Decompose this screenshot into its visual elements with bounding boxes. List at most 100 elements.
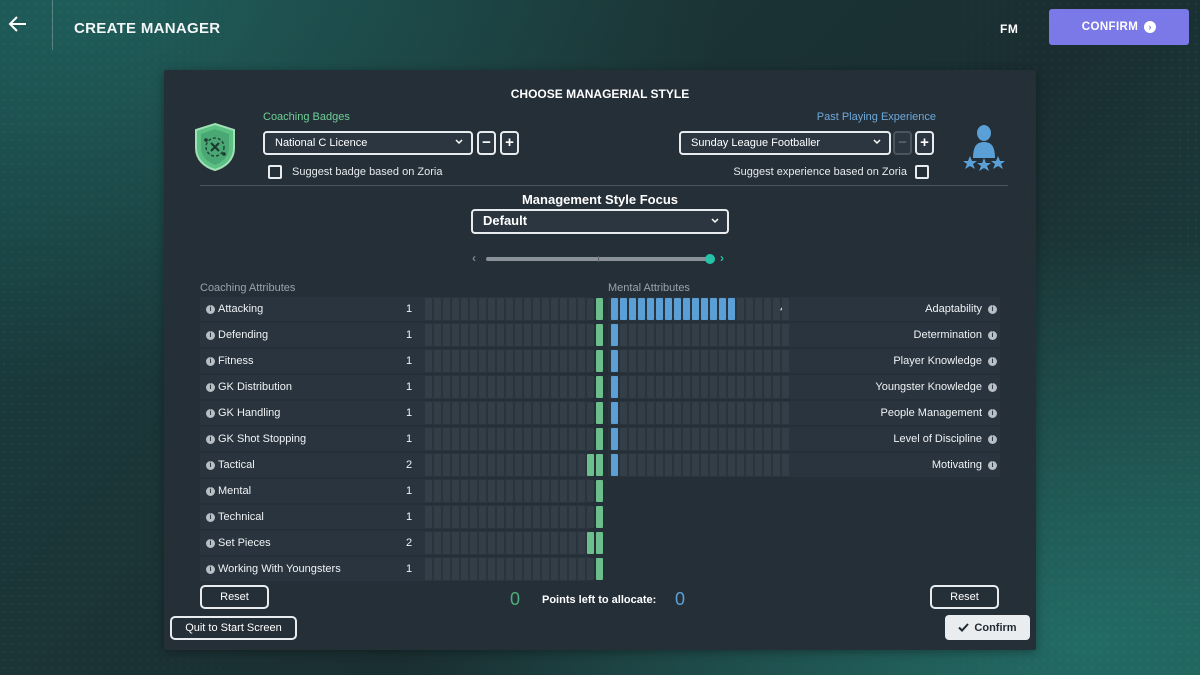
bar-segment [782, 324, 789, 346]
info-icon[interactable]: i [206, 487, 215, 496]
bar-segment [674, 298, 681, 320]
bar-segment [560, 428, 567, 450]
info-icon[interactable]: i [988, 331, 997, 340]
info-icon[interactable]: i [988, 409, 997, 418]
attribute-bar[interactable] [425, 350, 603, 372]
coaching-attribute-row[interactable]: i Attacking 1 [200, 297, 603, 321]
coaching-attribute-row[interactable]: i Fitness 1 [200, 349, 603, 373]
coaching-attribute-row[interactable]: i GK Shot Stopping 1 [200, 427, 603, 451]
past-playing-select[interactable]: Sunday League Footballer [679, 131, 891, 155]
bar-segment [596, 402, 603, 424]
info-icon[interactable]: i [206, 305, 215, 314]
bar-segment [524, 558, 531, 580]
panel-confirm-button[interactable]: Confirm [945, 615, 1030, 640]
badge-decrease-button[interactable]: − [477, 131, 496, 155]
bar-segment [764, 376, 771, 398]
coaching-attribute-row[interactable]: i GK Distribution 1 [200, 375, 603, 399]
attribute-bar[interactable] [425, 298, 603, 320]
attribute-name: Defending [218, 329, 269, 341]
info-icon[interactable]: i [206, 461, 215, 470]
coaching-attribute-row[interactable]: i GK Handling 1 [200, 401, 603, 425]
past-playing-value: Sunday League Footballer [691, 137, 821, 149]
info-icon[interactable]: i [206, 357, 215, 366]
attribute-bar[interactable] [611, 350, 789, 372]
bar-segment [506, 324, 513, 346]
bar-segment [524, 428, 531, 450]
info-icon[interactable]: i [988, 305, 997, 314]
badge-increase-button[interactable]: + [500, 131, 519, 155]
attribute-value: 1 [406, 485, 413, 497]
info-icon[interactable]: i [206, 383, 215, 392]
bar-segment [434, 376, 441, 398]
info-icon[interactable]: i [988, 383, 997, 392]
suggest-experience-checkbox[interactable] [915, 165, 929, 179]
quit-to-start-button[interactable]: Quit to Start Screen [170, 616, 297, 640]
info-icon[interactable]: i [206, 565, 215, 574]
attribute-bar[interactable] [611, 454, 789, 476]
info-icon[interactable]: i [206, 435, 215, 444]
bar-segment [782, 428, 789, 450]
info-icon[interactable]: i [206, 539, 215, 548]
focus-select[interactable]: Default [471, 209, 729, 234]
attribute-bar[interactable] [611, 402, 789, 424]
coaching-attribute-row[interactable]: i Mental 1 [200, 479, 603, 503]
focus-slider[interactable]: ‹ › [472, 251, 728, 265]
info-icon[interactable]: i [206, 409, 215, 418]
mental-attribute-row[interactable]: i Adaptability 14 [608, 297, 1000, 321]
bar-segment [452, 558, 459, 580]
attribute-bar[interactable] [425, 532, 603, 554]
attribute-bar[interactable] [425, 558, 603, 580]
info-icon[interactable]: i [988, 357, 997, 366]
info-icon[interactable]: i [988, 461, 997, 470]
info-icon[interactable]: i [988, 435, 997, 444]
mental-attribute-row[interactable]: iMotivating1 [608, 453, 1000, 477]
attribute-bar[interactable] [425, 428, 603, 450]
bar-segment [629, 324, 636, 346]
coaching-attribute-row[interactable]: i Set Pieces 2 [200, 531, 603, 555]
suggest-badge-checkbox[interactable] [268, 165, 282, 179]
coaching-attribute-row[interactable]: i Working With Youngsters 1 [200, 557, 603, 581]
coaching-badge-select[interactable]: National C Licence [263, 131, 473, 155]
slider-track[interactable] [486, 256, 710, 262]
back-arrow-icon[interactable] [8, 14, 30, 40]
bar-segment [701, 350, 708, 372]
bar-segment [479, 350, 486, 372]
confirm-button[interactable]: CONFIRM › [1049, 9, 1189, 45]
bar-segment [782, 454, 789, 476]
attribute-value: 1 [406, 381, 413, 393]
attribute-bar[interactable] [425, 324, 603, 346]
chevron-left-icon[interactable]: ‹ [472, 251, 476, 265]
attribute-bar[interactable] [425, 376, 603, 398]
attribute-bar[interactable] [425, 454, 603, 476]
attribute-bar[interactable] [611, 376, 789, 398]
info-icon[interactable]: i [206, 331, 215, 340]
attribute-bar[interactable] [611, 428, 789, 450]
reset-coaching-button[interactable]: Reset [200, 585, 269, 609]
slider-knob[interactable] [705, 254, 715, 264]
bar-segment [461, 454, 468, 476]
bar-segment [470, 376, 477, 398]
mental-attribute-row[interactable]: iDetermination1 [608, 323, 1000, 347]
reset-mental-button[interactable]: Reset [930, 585, 999, 609]
attribute-bar[interactable] [611, 324, 789, 346]
chevron-right-icon[interactable]: › [720, 251, 724, 265]
attribute-bar[interactable] [425, 402, 603, 424]
bar-segment [506, 428, 513, 450]
experience-decrease-button[interactable]: − [893, 131, 912, 155]
experience-increase-button[interactable]: + [915, 131, 934, 155]
attribute-bar[interactable] [425, 506, 603, 528]
bar-segment [524, 298, 531, 320]
bar-segment [620, 428, 627, 450]
coaching-attribute-row[interactable]: i Technical 1 [200, 505, 603, 529]
attribute-bar[interactable] [611, 298, 789, 320]
bar-segment [665, 298, 672, 320]
bar-segment [551, 506, 558, 528]
coaching-attribute-row[interactable]: i Tactical 2 [200, 453, 603, 477]
coaching-attribute-row[interactable]: i Defending 1 [200, 323, 603, 347]
info-icon[interactable]: i [206, 513, 215, 522]
attribute-bar[interactable] [425, 480, 603, 502]
